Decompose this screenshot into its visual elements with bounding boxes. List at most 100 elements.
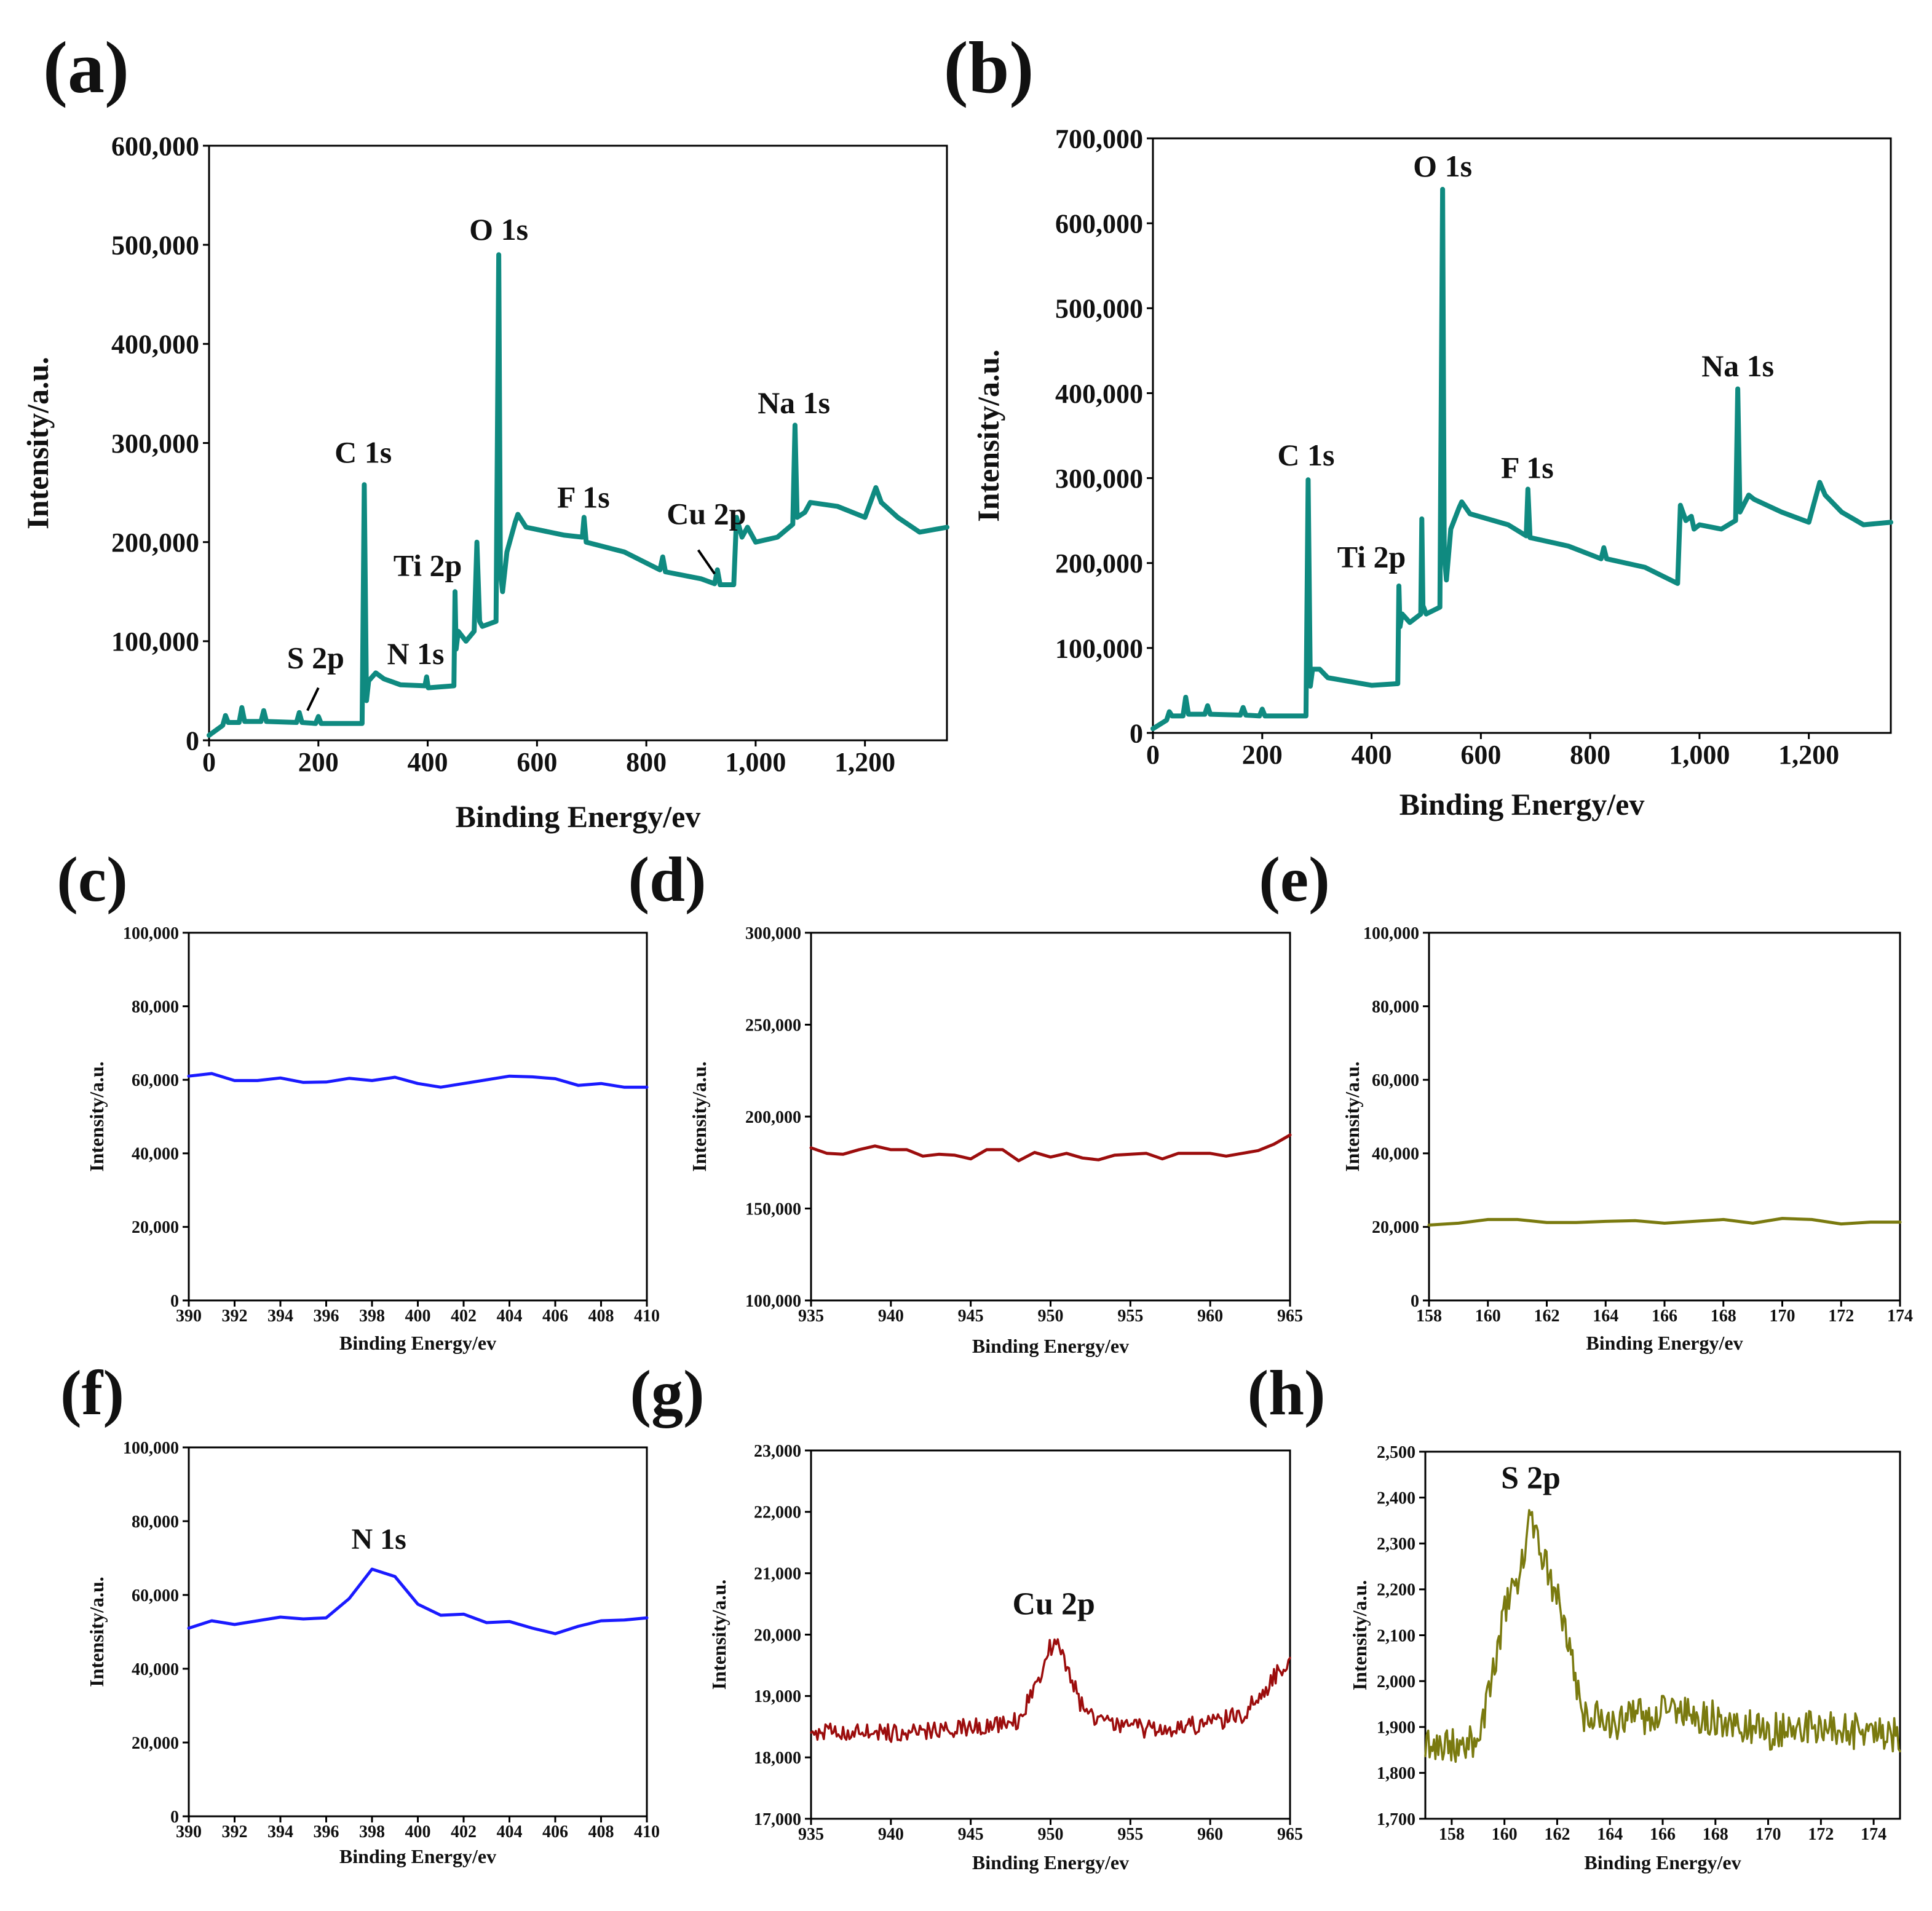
y-axis-label-f: Intensity/a.u. [85, 1577, 108, 1687]
peak-label-b: Na 1s [1701, 349, 1774, 383]
x-tick-label-c: 408 [588, 1307, 614, 1326]
x-tick-label-e: 162 [1534, 1307, 1560, 1326]
panel-b: (b) 0 200 400 600 800 1,000 1,200 0 100,000 200,00… [944, 26, 1893, 821]
x-tick-label-e: 166 [1652, 1307, 1677, 1326]
peak-label-f: N 1s [352, 1523, 406, 1556]
x-tick-label-h: 172 [1808, 1825, 1834, 1844]
x-tick-label-h: 162 [1544, 1825, 1570, 1844]
data-series-g [810, 1638, 1291, 1743]
y-tick-label-a: 200,000 [111, 528, 199, 558]
x-tick-label-h: 166 [1650, 1825, 1676, 1844]
data-series-d [809, 1133, 1292, 1163]
peak-label-b: Ti 2p [1337, 540, 1406, 574]
peak-label-a: Cu 2p [667, 497, 746, 531]
panel-label-a: (a) [43, 26, 129, 108]
panel-label-f: (f) [60, 1358, 124, 1428]
panel-e: (e) 158 160 162 164 166 168 170 172 174 0 20,000 40,… [1259, 844, 1913, 1354]
y-tick-label-c: 0 [170, 1292, 179, 1311]
x-tick-label-a: 200 [298, 747, 339, 777]
peak-label-a: N 1s [387, 636, 444, 671]
y-tick-label-b: 600,000 [1055, 209, 1143, 239]
x-tick-label-f: 410 [634, 1822, 660, 1842]
y-tick-label-e: 20,000 [1372, 1218, 1419, 1237]
y-tick-label-f: 20,000 [132, 1734, 179, 1753]
x-tick-label-c: 398 [359, 1307, 385, 1326]
y-tick-label-h: 2,100 [1377, 1626, 1415, 1645]
y-tick-label-e: 100,000 [1363, 924, 1419, 943]
x-tick-label-d: 960 [1197, 1307, 1223, 1326]
x-axis-label-b: Binding Energy/ev [1400, 787, 1645, 821]
y-tick-label-b: 200,000 [1055, 548, 1143, 579]
y-axis-label-d: Intensity/a.u. [688, 1061, 710, 1172]
y-tick-label-b: 400,000 [1055, 379, 1143, 409]
y-tick-label-f: 80,000 [132, 1513, 179, 1532]
x-tick-label-a: 400 [408, 747, 448, 777]
peak-label-h: S 2p [1501, 1461, 1561, 1496]
plot-frame-e [1428, 932, 1901, 1302]
plot-frame-h [1424, 1450, 1901, 1820]
panel-label-d: (d) [628, 844, 706, 915]
y-tick-label-g: 19,000 [754, 1687, 801, 1706]
x-tick-label-b: 1,200 [1778, 740, 1839, 770]
data-series-f [187, 1567, 649, 1636]
y-tick-label-e: 0 [1411, 1292, 1419, 1311]
x-tick-label-c: 400 [405, 1307, 431, 1326]
y-tick-label-c: 100,000 [123, 924, 179, 943]
y-tick-label-g: 17,000 [754, 1810, 801, 1829]
x-tick-label-b: 600 [1460, 740, 1501, 770]
data-series-a [207, 252, 949, 738]
x-tick-label-f: 400 [405, 1822, 431, 1842]
y-tick-label-a: 100,000 [111, 627, 199, 657]
plot-frame-b [1152, 137, 1892, 734]
y-tick-label-h: 1,700 [1377, 1810, 1415, 1829]
y-axis-label-a: Intensity/a.u. [20, 357, 55, 529]
y-tick-label-e: 60,000 [1372, 1071, 1419, 1090]
peak-label-a: Ti 2p [394, 548, 462, 582]
panel-label-h: (h) [1247, 1358, 1325, 1428]
panel-h: (h) 158 160 162 164 166 168 170 172 174 1,700 1,800… [1247, 1358, 1901, 1873]
x-tick-label-d: 950 [1038, 1307, 1064, 1326]
panel-c: (c) 390 392 394 396 398 400 402 404 406 408 410 0 20,… [57, 844, 660, 1354]
x-tick-label-c: 390 [176, 1307, 202, 1326]
y-tick-label-a: 300,000 [111, 429, 199, 459]
x-tick-label-a: 1,000 [725, 747, 786, 777]
x-tick-label-g: 945 [958, 1825, 984, 1844]
y-tick-label-a: 0 [186, 726, 199, 756]
x-tick-label-f: 406 [542, 1822, 568, 1842]
x-tick-label-f: 402 [451, 1822, 477, 1842]
plot-frame-d [810, 932, 1291, 1302]
panel-d: (d) 935 940 945 950 955 960 965 100,000 150,000 20… [628, 844, 1303, 1357]
peak-label-b: O 1s [1413, 149, 1472, 183]
annotation-pointer-a [306, 687, 320, 711]
y-tick-label-g: 21,000 [754, 1564, 801, 1583]
panel-a: (a) 0 200 400 600 800 1,000 1,200 0 100,000 200,00… [20, 26, 949, 834]
plot-frame-g [810, 1449, 1291, 1820]
y-axis-label-c: Intensity/a.u. [85, 1061, 108, 1172]
y-tick-label-b: 100,000 [1055, 633, 1143, 663]
data-series-c [187, 1072, 649, 1089]
panel-label-b: (b) [944, 26, 1034, 108]
x-tick-label-c: 410 [634, 1307, 660, 1326]
x-axis-label-h: Binding Energy/ev [1584, 1851, 1741, 1873]
x-axis-label-a: Binding Energy/ev [456, 799, 701, 834]
x-tick-label-d: 940 [878, 1307, 904, 1326]
y-tick-label-b: 500,000 [1055, 294, 1143, 324]
x-tick-label-g: 940 [878, 1825, 904, 1844]
y-axis-label-e: Intensity/a.u. [1341, 1061, 1363, 1172]
y-tick-label-g: 20,000 [754, 1626, 801, 1645]
x-tick-label-e: 160 [1475, 1307, 1501, 1326]
panel-label-c: (c) [57, 844, 127, 915]
y-tick-label-c: 60,000 [132, 1071, 179, 1090]
data-series-h [1424, 1509, 1901, 1763]
y-tick-label-f: 100,000 [123, 1439, 179, 1458]
x-tick-label-d: 965 [1277, 1307, 1303, 1326]
x-tick-label-b: 800 [1570, 740, 1610, 770]
y-tick-label-h: 2,000 [1377, 1672, 1415, 1691]
x-tick-label-e: 158 [1416, 1307, 1442, 1326]
panel-label-e: (e) [1259, 844, 1329, 915]
peak-label-a: S 2p [287, 640, 344, 675]
panel-f: (f) 390 392 394 396 398 400 402 404 406 408 410 0 20,… [60, 1358, 660, 1867]
y-axis-label-g: Intensity/a.u. [708, 1580, 730, 1690]
x-tick-label-a: 1,200 [834, 747, 895, 777]
